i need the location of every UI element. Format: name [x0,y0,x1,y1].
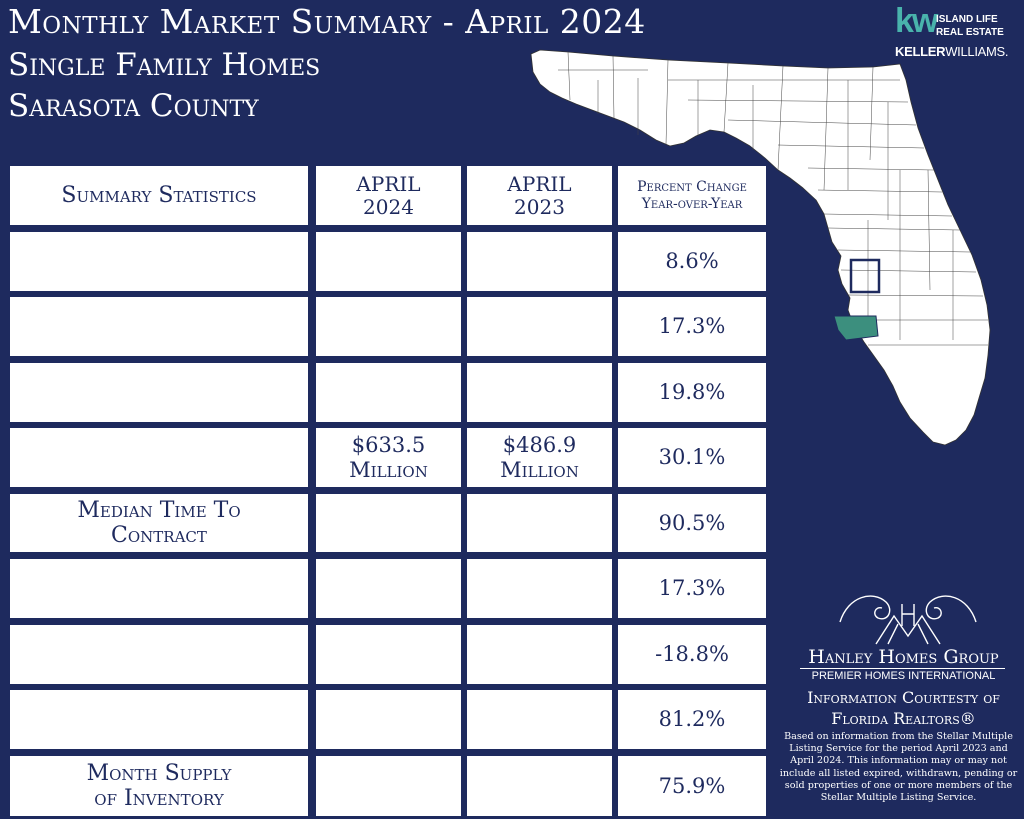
percent-change-text: -18.8% [655,642,729,667]
row-label [10,559,308,618]
percent-change: 19.8% [618,363,766,422]
kw-icon: kw [895,2,938,40]
row-label [10,625,308,684]
percent-change: 30.1% [618,428,766,487]
brand-line-1: ISLAND LIFE [936,14,998,25]
hanley-homes-logo [839,595,977,645]
row-label [10,297,308,356]
value-april-2023 [467,297,612,356]
value-april-2024-text: $633.5 [351,433,426,458]
value-april-2023-text: $486.9 [502,433,577,458]
percent-change-text: 30.1% [658,445,726,470]
county-outline-box [849,258,881,294]
value-april-2024 [316,494,461,552]
brand-keller-williams: KELLERWILLIAMS. [895,44,1009,59]
value-april-2023 [467,690,612,749]
page-subtitle: Single Family Homes [8,47,321,83]
value-april-2023-text: Million [500,457,579,482]
percent-change: 75.9% [618,756,766,816]
row-label [10,363,308,422]
header-april-2023-text: 2023 [514,194,565,219]
value-april-2024 [316,625,461,684]
value-april-2024 [316,690,461,749]
percent-change: 17.3% [618,297,766,356]
header-percent-change-text: Percent Change [637,179,747,196]
row-label [10,690,308,749]
header-april-2023: APRIL 2023 [467,166,612,225]
percent-change: 8.6% [618,232,766,291]
florida-outline [530,49,991,446]
header-april-2024-text: APRIL [356,171,421,196]
page-title: Monthly Market Summary - April 2024 [8,2,646,41]
data-courtesy: Information Courtesty of Florida Realtor… [786,687,1021,729]
value-april-2024 [316,756,461,816]
percent-change-text: 75.9% [658,773,726,798]
hanley-homes-name: Hanley Homes Group [808,646,999,668]
percent-change: 90.5% [618,494,766,552]
county-lines [558,51,988,346]
hanley-divider [800,668,1005,669]
row-label: Median Time To Contract [10,494,308,552]
row-label-text: Month Supply [86,760,232,786]
percent-change-text: 81.2% [658,707,726,732]
row-label-text: Median Time To [77,497,241,523]
value-april-2024 [316,232,461,291]
value-april-2024 [316,559,461,618]
courtesy-line-2: Florida Realtors® [831,709,976,728]
row-label [10,428,308,487]
header-percent-change-text: Year-over-Year [641,195,743,212]
percent-change-text: 90.5% [658,510,726,535]
value-april-2024: $633.5 Million [316,428,461,487]
percent-change-text: 8.6% [665,249,719,274]
hanley-subtitle: PREMIER HOMES INTERNATIONAL [811,670,996,682]
value-april-2023 [467,232,612,291]
value-april-2023 [467,625,612,684]
percent-change-text: 17.3% [658,576,726,601]
percent-change-text: 17.3% [658,314,726,339]
percent-change: 17.3% [618,559,766,618]
value-april-2023 [467,363,612,422]
sarasota-county-highlight [833,315,879,341]
header-april-2024-text: 2024 [363,194,414,219]
header-april-2023-text: APRIL [507,171,572,196]
value-april-2023: $486.9 Million [467,428,612,487]
value-april-2023 [467,559,612,618]
percent-change: -18.8% [618,625,766,684]
value-april-2024 [316,363,461,422]
florida-map [530,49,991,446]
percent-change: 81.2% [618,690,766,749]
header-april-2024: APRIL 2024 [316,166,461,225]
header-label-text: Summary Statistics [61,182,257,208]
row-label-text: Contract [111,523,207,548]
keller-williams-logo: kw ISLAND LIFE REAL ESTATE KELLERWILLIAM… [895,2,1020,60]
disclaimer: Based on information from the Stellar Mu… [779,731,1018,804]
value-april-2024-text: Million [349,457,428,482]
row-label-text: of Inventory [94,786,224,811]
value-april-2024 [316,297,461,356]
header-percent-change: Percent Change Year-over-Year [618,166,766,225]
header-label: Summary Statistics [10,166,308,225]
courtesy-line-1: Information Courtesty of [807,688,1000,707]
value-april-2023 [467,756,612,816]
row-label [10,232,308,291]
brand-line-2: REAL ESTATE [936,27,1004,38]
county-name: Sarasota County [8,88,259,124]
row-label: Month Supply of Inventory [10,756,308,816]
percent-change-text: 19.8% [658,380,726,405]
value-april-2023 [467,494,612,552]
